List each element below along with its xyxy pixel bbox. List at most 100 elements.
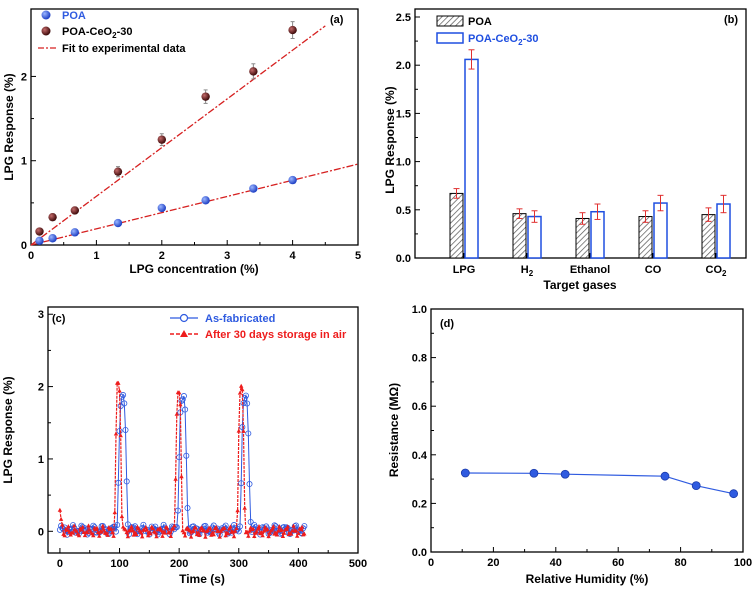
- after-point: [117, 388, 122, 393]
- after-point: [211, 532, 216, 537]
- y-tick-label: 0.0: [412, 547, 427, 559]
- after-point: [259, 530, 264, 535]
- asfab-point: [246, 481, 253, 488]
- legend-ceo2-marker: [41, 26, 51, 36]
- after-point: [91, 533, 96, 538]
- x-tick-label: 40: [550, 557, 562, 569]
- ceo2-bar: [464, 58, 479, 259]
- after-point: [188, 534, 194, 539]
- y-tick-label: 0.6: [412, 401, 427, 413]
- ceo2-point: [249, 67, 258, 76]
- legend-ceo2-bar: [436, 32, 464, 44]
- y-tick-label: 1: [38, 454, 44, 466]
- after-point: [153, 530, 158, 535]
- after-point: [105, 532, 110, 537]
- after-point: [168, 534, 173, 538]
- after-point: [79, 527, 84, 532]
- x-tick-label: 400: [289, 558, 307, 570]
- after-point: [295, 533, 300, 538]
- poa-point: [249, 184, 258, 193]
- x-tick-label: 0: [428, 557, 434, 569]
- after-point: [113, 431, 119, 436]
- asfab-point: [242, 392, 249, 399]
- after-point: [247, 528, 252, 533]
- after-point: [109, 526, 114, 531]
- after-point: [260, 533, 265, 538]
- panel-b: (b) Target gases LPG Response (%) POA PO…: [383, 8, 747, 292]
- asfab-point: [140, 521, 147, 528]
- after-point: [182, 533, 188, 538]
- asfab-point: [116, 428, 123, 435]
- after-point: [274, 532, 280, 537]
- asfab-point: [236, 523, 243, 530]
- after-point: [213, 524, 219, 529]
- after-point: [80, 524, 85, 529]
- x-tick-label: LPG: [453, 264, 476, 276]
- poa-point: [113, 218, 123, 228]
- asfab-point: [112, 528, 119, 535]
- after-point: [112, 510, 117, 515]
- after-point: [256, 524, 262, 528]
- resistance-point: [529, 468, 539, 478]
- poa-point: [288, 175, 297, 185]
- x-tick-label: Ethanol: [570, 264, 610, 276]
- after-point: [97, 533, 102, 538]
- after-point: [233, 528, 238, 533]
- y-tick-label: 0.8: [412, 353, 427, 365]
- after-point: [177, 390, 182, 395]
- asfab-point: [245, 430, 252, 437]
- after-point: [130, 527, 135, 532]
- y-tick-label: 2: [21, 71, 27, 83]
- after-point: [234, 526, 239, 530]
- panel-a-xlabel: LPG concentration (%): [129, 262, 258, 276]
- x-tick-label: 60: [612, 557, 624, 569]
- legend-poa-bar: [436, 15, 464, 27]
- ceo2-point: [288, 25, 297, 35]
- y-tick-label: 1.5: [396, 108, 411, 120]
- panel-c-legend: As-fabricated After 30 days storage in a…: [170, 313, 347, 341]
- after-point: [173, 476, 178, 481]
- poa-point: [201, 196, 210, 205]
- after-point: [284, 526, 289, 531]
- legend-ceo2-label: POA-CeO2-30: [62, 26, 132, 40]
- panel-c-frame: [47, 306, 359, 554]
- panel-c-label: (c): [52, 313, 66, 325]
- after-point: [159, 527, 164, 532]
- y-tick-label: 0.4: [412, 450, 428, 462]
- after-point: [172, 523, 177, 528]
- after-point: [191, 528, 196, 533]
- x-tick-label: CO: [645, 264, 662, 276]
- asfab-point: [123, 478, 130, 485]
- panel-d-ylabel: Resistance (MΩ): [387, 383, 401, 477]
- panel-d-xlabel: Relative Humidity (%): [526, 572, 649, 586]
- after-point: [76, 533, 82, 538]
- after-point: [225, 531, 231, 536]
- ceo2-point: [113, 167, 123, 176]
- asfab-point: [247, 518, 254, 525]
- after-point: [111, 533, 116, 538]
- legend-asfab-label: As-fabricated: [205, 313, 275, 325]
- after-point: [162, 530, 167, 535]
- poa-point: [70, 228, 80, 237]
- after-point: [277, 524, 282, 529]
- after-point: [267, 530, 272, 535]
- x-tick-label: 500: [349, 558, 367, 570]
- poa-point: [35, 236, 44, 245]
- after-point: [237, 390, 243, 395]
- after-point: [217, 534, 222, 539]
- asfab-point: [178, 397, 185, 404]
- asfab-point: [183, 452, 190, 459]
- legend-poa-bar-label: POA: [468, 16, 492, 28]
- after-point: [252, 534, 257, 538]
- asfab-point: [180, 393, 187, 400]
- after-point: [94, 525, 100, 530]
- y-tick-label: 0: [38, 526, 44, 538]
- x-tick-label: 0: [57, 558, 63, 570]
- resistance-point: [691, 481, 701, 491]
- panel-a-legend: POA POA-CeO2-30 Fit to experimental data: [38, 10, 186, 55]
- y-tick-label: 1: [21, 156, 27, 168]
- legend-asfab-marker: [179, 313, 189, 323]
- y-tick-label: 0.2: [412, 498, 427, 510]
- fit-line: [30, 163, 359, 246]
- after-point: [154, 534, 159, 539]
